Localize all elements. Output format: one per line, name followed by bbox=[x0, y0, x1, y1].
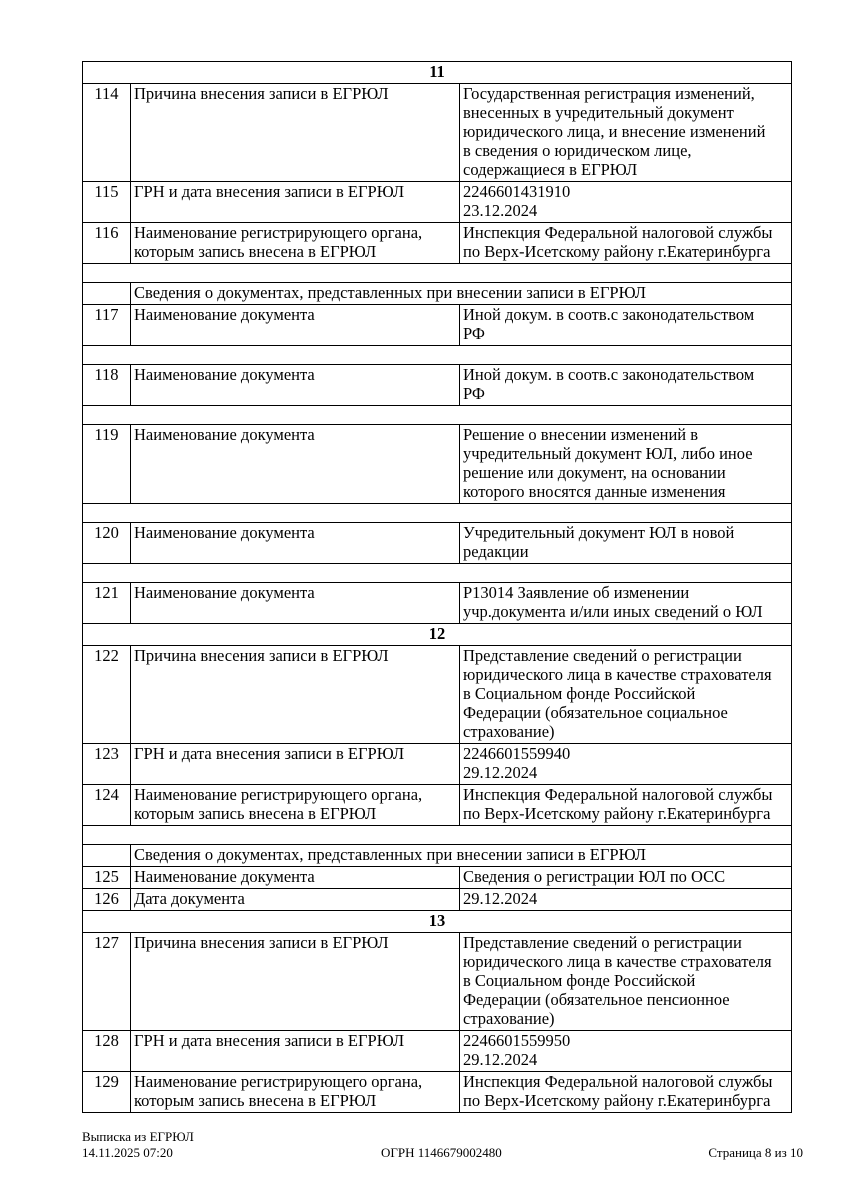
record-attribute-label: Наименование регистрирующего органа, кот… bbox=[130, 1071, 460, 1113]
record-attribute-value: Представление сведений о регистрации юри… bbox=[459, 645, 792, 744]
record-row: 114 Причина внесения записи в ЕГРЮЛ Госуда… bbox=[82, 83, 792, 182]
record-number: 116 bbox=[82, 222, 131, 264]
record-number: 129 bbox=[82, 1071, 131, 1113]
record-row: 124 Наименование регистрирующего органа, … bbox=[82, 784, 792, 826]
record-attribute-label: Наименование документа bbox=[130, 582, 460, 624]
subheader-empty-cell bbox=[82, 844, 131, 867]
record-row: 122 Причина внесения записи в ЕГРЮЛ Предст… bbox=[82, 645, 792, 744]
record-attribute-value: Сведения о регистрации ЮЛ по ОСС bbox=[459, 866, 792, 889]
footer-ogrn: ОГРН 1146679002480 bbox=[381, 1144, 502, 1160]
record-attribute-value: 2246601431910 23.12.2024 bbox=[459, 181, 792, 223]
spacer-cell bbox=[82, 263, 792, 283]
record-row: 125 Наименование документа Сведения о реги… bbox=[82, 866, 792, 889]
record-number: 115 bbox=[82, 181, 131, 223]
record-number: 119 bbox=[82, 424, 131, 504]
record-row: 118 Наименование документа Иной докум. в с… bbox=[82, 364, 792, 406]
spacer-cell bbox=[82, 563, 792, 583]
record-number: 121 bbox=[82, 582, 131, 624]
record-row: 129 Наименование регистрирующего органа, … bbox=[82, 1071, 792, 1113]
spacer-row bbox=[82, 825, 792, 845]
record-attribute-value: Р13014 Заявление об изменении учр.докуме… bbox=[459, 582, 792, 624]
record-attribute-label: Наименование документа bbox=[130, 364, 460, 406]
section-number: 11 bbox=[82, 61, 792, 84]
record-number: 124 bbox=[82, 784, 131, 826]
record-attribute-value: 2246601559940 29.12.2024 bbox=[459, 743, 792, 785]
record-row: 127 Причина внесения записи в ЕГРЮЛ Предст… bbox=[82, 932, 792, 1031]
footer-datetime: 14.11.2025 07:20 bbox=[82, 1144, 173, 1160]
record-attribute-value: 2246601559950 29.12.2024 bbox=[459, 1030, 792, 1072]
record-attribute-label: ГРН и дата внесения записи в ЕГРЮЛ bbox=[130, 1030, 460, 1072]
spacer-cell bbox=[82, 503, 792, 523]
spacer-row bbox=[82, 345, 792, 365]
record-number: 117 bbox=[82, 304, 131, 346]
record-row: 115 ГРН и дата внесения записи в ЕГРЮЛ 224… bbox=[82, 181, 792, 223]
spacer-cell bbox=[82, 825, 792, 845]
section-header-row: 13 bbox=[82, 910, 792, 933]
record-attribute-label: Причина внесения записи в ЕГРЮЛ bbox=[130, 83, 460, 182]
record-attribute-label: ГРН и дата внесения записи в ЕГРЮЛ bbox=[130, 181, 460, 223]
record-number: 127 bbox=[82, 932, 131, 1031]
record-attribute-label: ГРН и дата внесения записи в ЕГРЮЛ bbox=[130, 743, 460, 785]
record-attribute-value: Решение о внесении изменений в учредител… bbox=[459, 424, 792, 504]
record-attribute-value: 29.12.2024 bbox=[459, 888, 792, 911]
subheader-label: Сведения о документах, представленных пр… bbox=[130, 282, 792, 305]
record-row: 116 Наименование регистрирующего органа, … bbox=[82, 222, 792, 264]
record-attribute-value: Представление сведений о регистрации юри… bbox=[459, 932, 792, 1031]
footer-doc-title: Выписка из ЕГРЮЛ bbox=[82, 1129, 194, 1144]
record-attribute-value: Учредительный документ ЮЛ в новой редакц… bbox=[459, 522, 792, 564]
record-row: 121 Наименование документа Р13014 Заявлени… bbox=[82, 582, 792, 624]
egrul-records-table: 11 114 Причина внесения записи в ЕГРЮЛ Госу… bbox=[82, 61, 792, 1113]
footer-page-number: Страница 8 из 10 bbox=[708, 1144, 803, 1160]
record-attribute-value: Инспекция Федеральной налоговой службы п… bbox=[459, 784, 792, 826]
record-attribute-label: Наименование документа bbox=[130, 522, 460, 564]
record-number: 120 bbox=[82, 522, 131, 564]
record-row: 120 Наименование документа Учредительный д… bbox=[82, 522, 792, 564]
record-attribute-value: Инспекция Федеральной налоговой службы п… bbox=[459, 222, 792, 264]
subheader-row: Сведения о документах, представленных пр… bbox=[82, 844, 792, 867]
spacer-row bbox=[82, 263, 792, 283]
record-number: 123 bbox=[82, 743, 131, 785]
record-attribute-label: Причина внесения записи в ЕГРЮЛ bbox=[130, 645, 460, 744]
record-attribute-value: Иной докум. в соотв.с законодательством … bbox=[459, 304, 792, 346]
record-attribute-value: Государственная регистрация изменений, в… bbox=[459, 83, 792, 182]
record-attribute-label: Дата документа bbox=[130, 888, 460, 911]
subheader-empty-cell bbox=[82, 282, 131, 305]
record-attribute-label: Наименование регистрирующего органа, кот… bbox=[130, 222, 460, 264]
record-row: 128 ГРН и дата внесения записи в ЕГРЮЛ 224… bbox=[82, 1030, 792, 1072]
page-footer: Выписка из ЕГРЮЛ 14.11.2025 07:20 ОГРН 1… bbox=[82, 1129, 803, 1160]
subheader-label: Сведения о документах, представленных пр… bbox=[130, 844, 792, 867]
section-header-row: 11 bbox=[82, 61, 792, 84]
record-attribute-label: Наименование документа bbox=[130, 424, 460, 504]
footer-left-block: Выписка из ЕГРЮЛ 14.11.2025 07:20 bbox=[82, 1129, 194, 1160]
record-number: 118 bbox=[82, 364, 131, 406]
section-header-row: 12 bbox=[82, 623, 792, 646]
spacer-cell bbox=[82, 345, 792, 365]
record-attribute-label: Наименование документа bbox=[130, 866, 460, 889]
record-row: 123 ГРН и дата внесения записи в ЕГРЮЛ 224… bbox=[82, 743, 792, 785]
section-number: 13 bbox=[82, 910, 792, 933]
record-attribute-label: Наименование документа bbox=[130, 304, 460, 346]
record-attribute-label: Наименование регистрирующего органа, кот… bbox=[130, 784, 460, 826]
record-row: 126 Дата документа 29.12.2024 bbox=[82, 888, 792, 911]
records-table-body: 11 114 Причина внесения записи в ЕГРЮЛ Госу… bbox=[82, 61, 792, 1113]
record-row: 117 Наименование документа Иной докум. в с… bbox=[82, 304, 792, 346]
record-attribute-value: Инспекция Федеральной налоговой службы п… bbox=[459, 1071, 792, 1113]
spacer-row bbox=[82, 503, 792, 523]
record-row: 119 Наименование документа Решение о внесе… bbox=[82, 424, 792, 504]
record-number: 128 bbox=[82, 1030, 131, 1072]
record-attribute-label: Причина внесения записи в ЕГРЮЛ bbox=[130, 932, 460, 1031]
spacer-row bbox=[82, 563, 792, 583]
section-number: 12 bbox=[82, 623, 792, 646]
record-number: 125 bbox=[82, 866, 131, 889]
record-number: 126 bbox=[82, 888, 131, 911]
subheader-row: Сведения о документах, представленных пр… bbox=[82, 282, 792, 305]
spacer-cell bbox=[82, 405, 792, 425]
record-number: 122 bbox=[82, 645, 131, 744]
record-number: 114 bbox=[82, 83, 131, 182]
record-attribute-value: Иной докум. в соотв.с законодательством … bbox=[459, 364, 792, 406]
spacer-row bbox=[82, 405, 792, 425]
